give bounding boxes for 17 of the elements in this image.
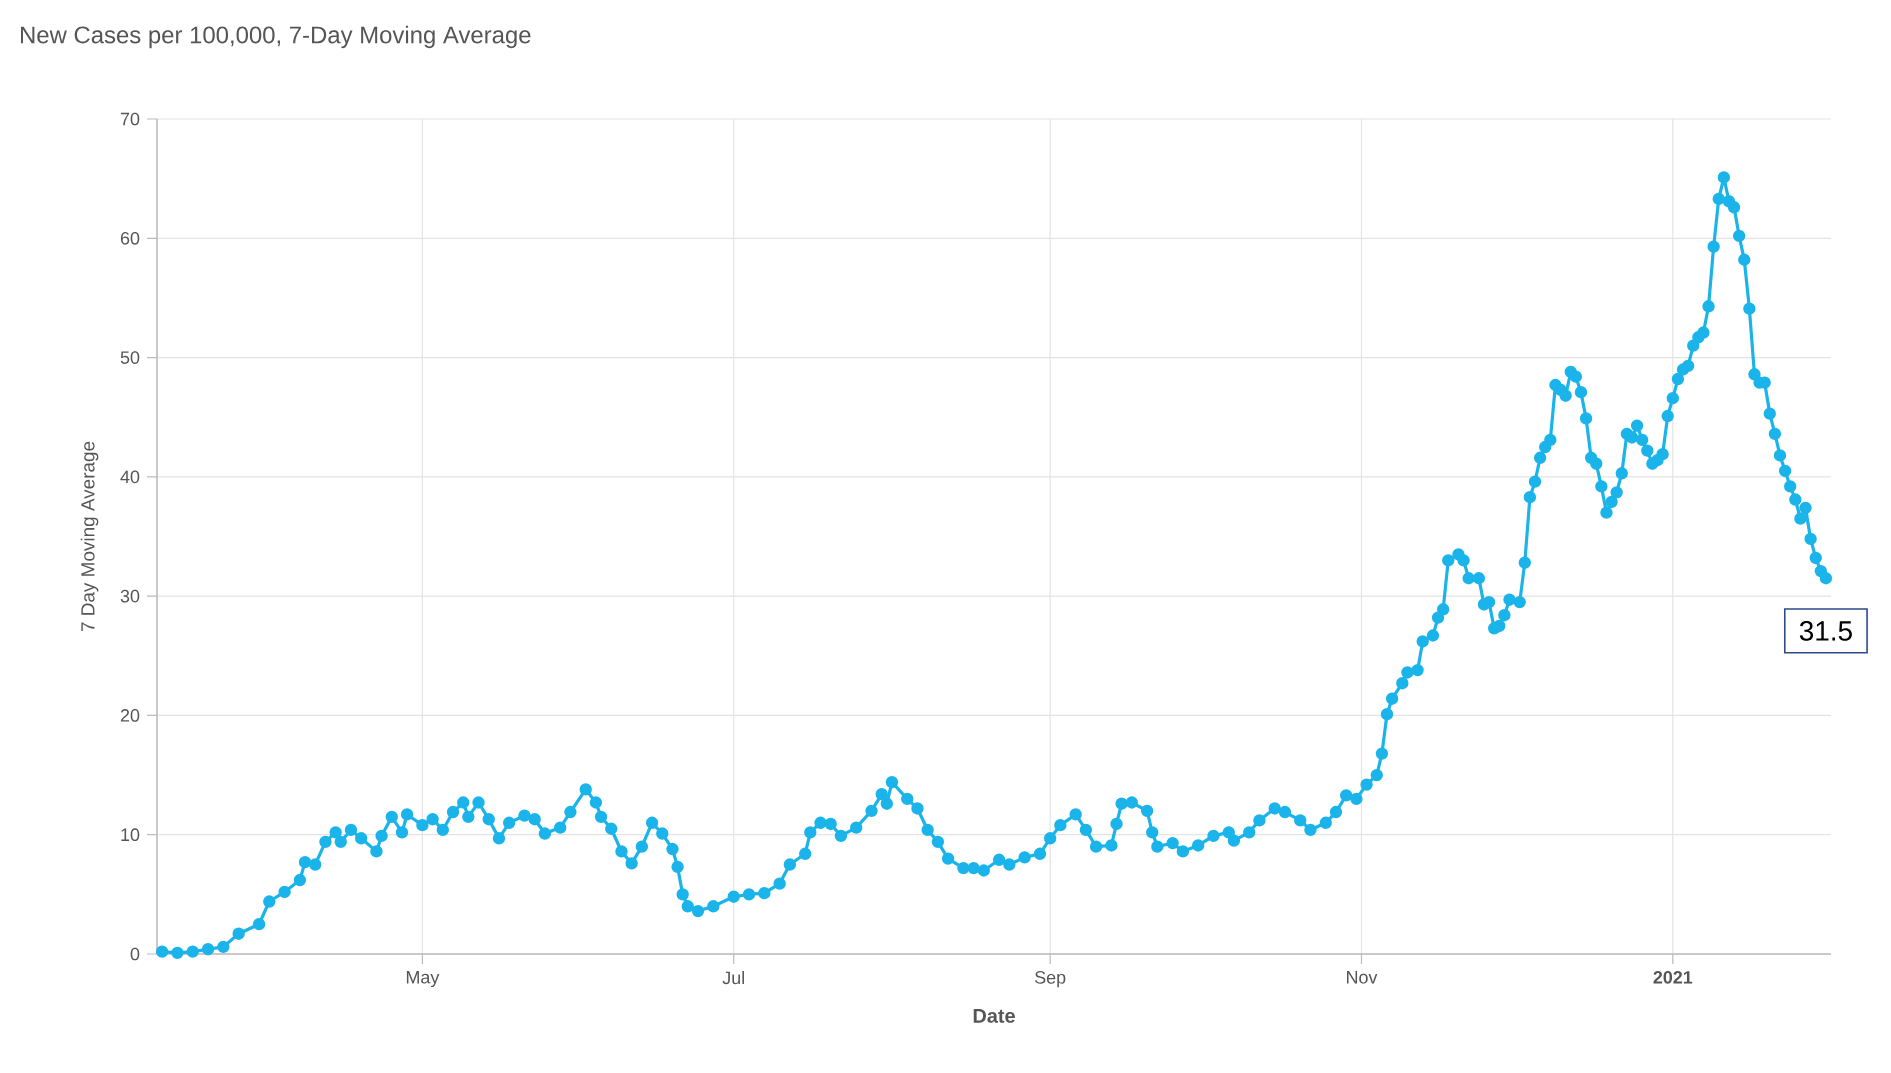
x-axis-title: Date (973, 1008, 1015, 1023)
y-tick-label: 30 (120, 589, 140, 603)
y-axis-title: 7 Day Moving Average (80, 441, 99, 632)
x-tick-label: May (406, 971, 440, 988)
y-tick-label: 10 (121, 828, 140, 842)
annotation: 31.5 (1799, 621, 1852, 641)
x-tick-label: Nov (1347, 971, 1378, 984)
x-tick-label: Jul (722, 971, 744, 985)
y-tick-label: 50 (120, 351, 140, 364)
y-tick-label: 0 (130, 947, 140, 961)
x-tick-label: Sep (1035, 971, 1066, 988)
x-tick-label: 2021 (1653, 971, 1693, 984)
chart-title: New Cases per 100,000, 7-Day Moving Average (21, 25, 531, 49)
y-tick-label: 70 (120, 112, 140, 126)
y-tick-label: 60 (120, 231, 140, 245)
y-tick-label: 20 (120, 709, 140, 722)
y-tick-label: 40 (120, 470, 140, 484)
